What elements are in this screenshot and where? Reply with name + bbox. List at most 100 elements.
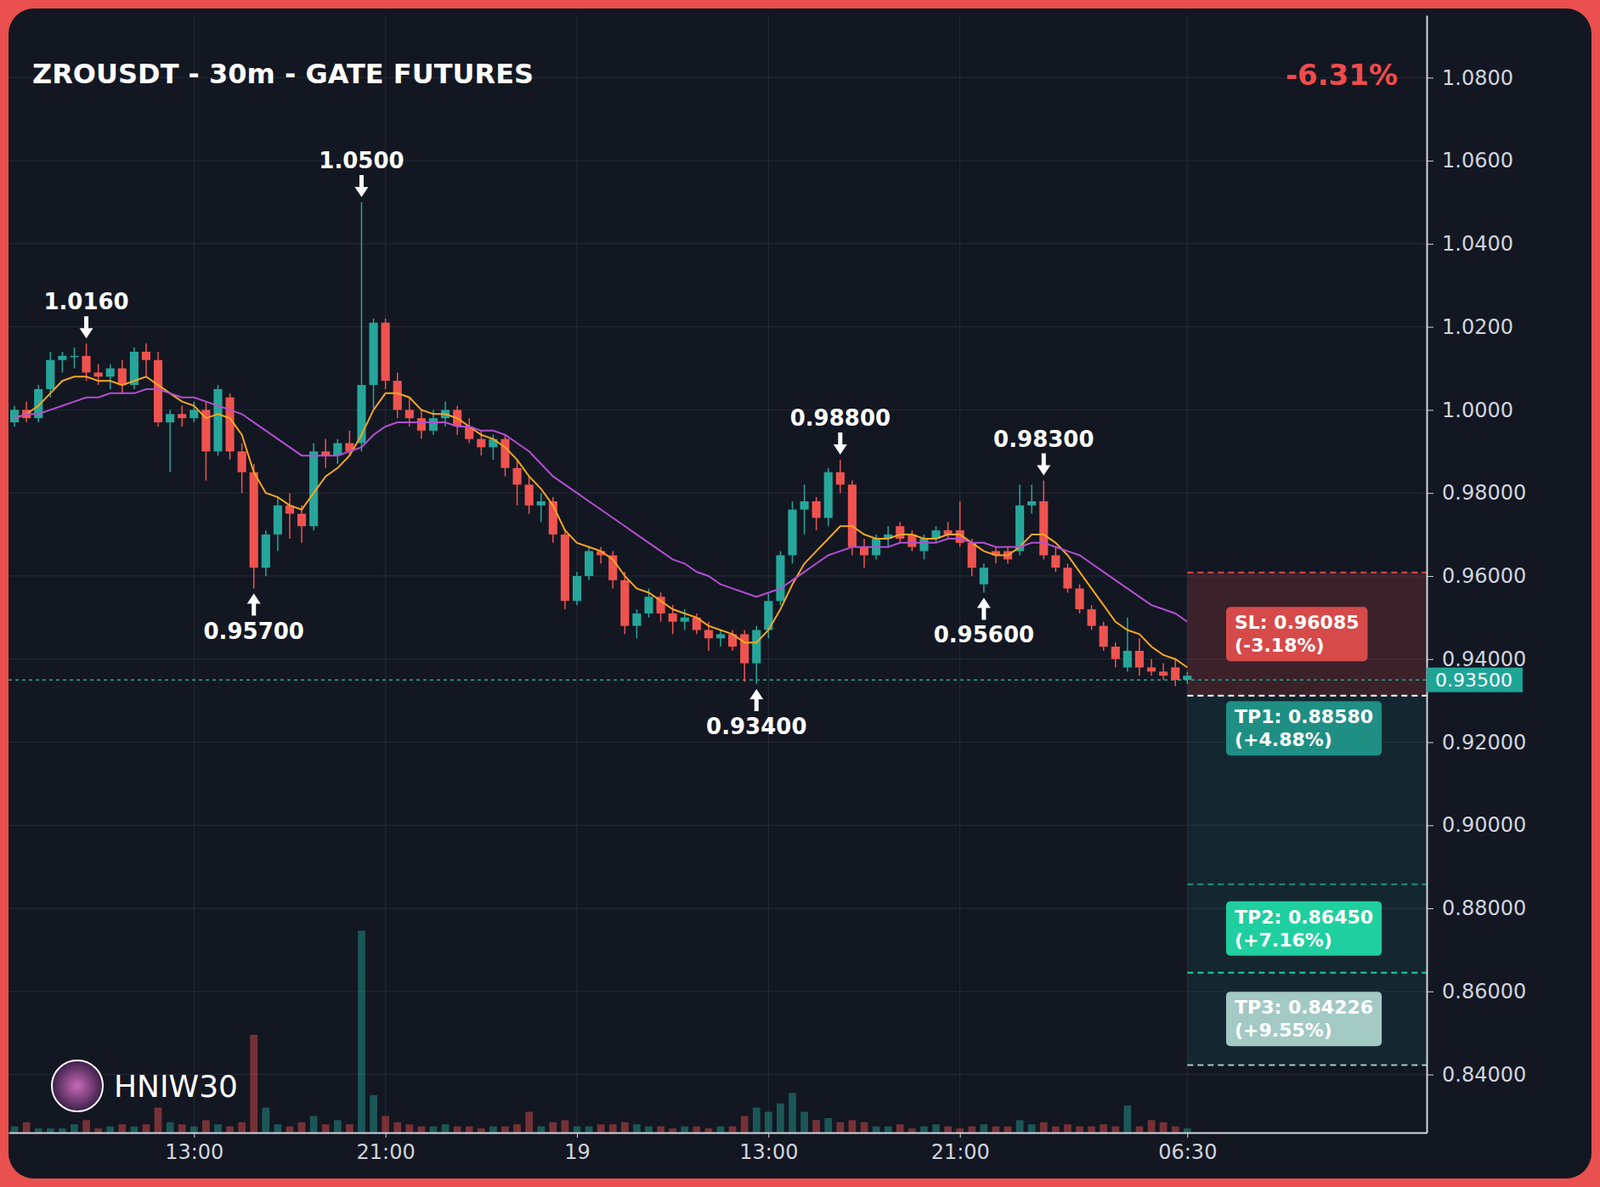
annotations: 1.01601.05000.957000.934000.988000.95600…	[43, 147, 1094, 740]
volume-bar	[178, 1124, 187, 1133]
annotation-label: 0.98300	[993, 426, 1094, 453]
entry-line	[1187, 695, 1427, 697]
candle-body	[1170, 667, 1180, 680]
volume-bar	[154, 1108, 163, 1133]
candle-body	[680, 617, 690, 622]
trade-label-sub: (+4.88%)	[1234, 729, 1333, 751]
x-tick-label: 06:30	[1158, 1140, 1217, 1165]
y-tick-mark	[1426, 991, 1434, 993]
volume-bar	[633, 1124, 641, 1133]
y-tick-mark	[1426, 327, 1434, 328]
y-tick: 0.92000	[1426, 730, 1527, 755]
candle-body	[1087, 609, 1097, 627]
candle-body	[81, 356, 91, 374]
volume-bar	[717, 1126, 725, 1133]
candle-body	[1027, 501, 1036, 506]
x-tick-mark	[385, 1132, 387, 1138]
volume-bar	[130, 1126, 139, 1133]
volume-bar	[656, 1126, 665, 1133]
candle-body	[836, 472, 845, 486]
x-tick: 13:00	[164, 1132, 224, 1165]
candle-body	[1135, 650, 1144, 668]
y-tick-label: 0.98000	[1441, 480, 1527, 505]
trade-label-text: TP1: 0.88580	[1234, 706, 1374, 728]
annotation-arrow	[247, 593, 261, 617]
y-tick: 1.0600	[1426, 148, 1514, 173]
y-tick: 0.86000	[1426, 979, 1527, 1004]
volume-bar	[764, 1112, 773, 1134]
candle-body	[69, 356, 79, 358]
volume-bar	[644, 1126, 653, 1133]
candle-body	[1123, 650, 1132, 668]
volume-bar	[429, 1126, 438, 1133]
y-tick-label: 1.0800	[1441, 66, 1514, 91]
y-axis-line	[1426, 16, 1429, 1134]
candle-body	[824, 472, 833, 519]
x-tick-label: 21:00	[356, 1140, 416, 1165]
volume-bar	[286, 1126, 294, 1133]
volume-bar	[872, 1126, 881, 1133]
candle-body	[751, 629, 761, 663]
candle-body	[1182, 675, 1192, 680]
volume-bar	[142, 1124, 151, 1133]
trade-label-text: TP3: 0.84226	[1234, 996, 1374, 1018]
annotation-label: 1.0500	[318, 147, 404, 174]
volume-bar	[980, 1124, 989, 1133]
last-price-line	[8, 678, 1427, 681]
candle-body	[141, 351, 151, 361]
candle-body	[1159, 671, 1168, 676]
trade-labels: SL: 0.96085(-3.18%)TP1: 0.88580(+4.88%)T…	[1226, 606, 1382, 1046]
volume-bar	[740, 1115, 749, 1133]
y-tick-mark	[1426, 659, 1434, 661]
volume-bar	[249, 1034, 258, 1133]
candle-body	[967, 542, 977, 568]
y-tick-label: 0.88000	[1441, 896, 1527, 921]
x-axis: 13:0021:001913:0021:0006:30	[9, 1132, 1428, 1165]
candle-body	[716, 633, 725, 639]
x-grid-line	[384, 15, 386, 1133]
candle-wick	[540, 492, 543, 522]
candle-body	[297, 514, 306, 527]
volume-bar	[932, 1124, 940, 1133]
volume	[11, 930, 1192, 1133]
volume-bar	[1016, 1119, 1024, 1133]
y-tick-mark	[1426, 825, 1434, 826]
volume-bar	[310, 1115, 318, 1133]
volume-bar	[920, 1126, 928, 1133]
annotation-label: 0.98800	[790, 405, 891, 431]
y-grid-line	[8, 326, 1427, 328]
volume-bar	[836, 1122, 844, 1133]
y-grid-line	[8, 160, 1427, 162]
last-price-tag: 0.93500	[1426, 667, 1523, 693]
candle-body	[632, 613, 641, 627]
volume-bar	[692, 1126, 701, 1133]
trade-label-text: TP2: 0.86450	[1234, 906, 1374, 928]
y-tick-mark	[1426, 409, 1434, 411]
plot-area	[8, 202, 1427, 1133]
volume-bar	[381, 1115, 390, 1133]
candle-body	[225, 397, 234, 453]
y-tick: 1.0000	[1426, 398, 1514, 423]
volume-bar	[1004, 1126, 1013, 1133]
candle-body	[919, 538, 928, 552]
candle-body	[429, 418, 438, 431]
volume-bar	[513, 1124, 521, 1133]
avatar	[51, 1060, 103, 1112]
trade-label-sub: (-3.18%)	[1234, 634, 1325, 656]
volume-bar	[776, 1103, 785, 1133]
x-tick-label: 19	[564, 1140, 591, 1165]
volume-bar	[800, 1112, 809, 1134]
title: ZROUSDT - 30m - GATE FUTURES	[32, 57, 534, 91]
volume-bar	[537, 1126, 545, 1133]
volume-bar	[1075, 1126, 1084, 1133]
y-tick-label: 1.0200	[1441, 315, 1514, 340]
candle-body	[393, 380, 402, 410]
y-tick: 1.0200	[1426, 315, 1514, 340]
y-tick-label: 1.0400	[1441, 231, 1514, 256]
x-tick: 21:00	[931, 1132, 990, 1165]
y-tick: 1.0400	[1426, 231, 1514, 256]
volume-bar	[298, 1122, 306, 1133]
volume-bar	[261, 1108, 270, 1133]
candle-body	[177, 413, 187, 419]
volume-bar	[322, 1124, 330, 1133]
